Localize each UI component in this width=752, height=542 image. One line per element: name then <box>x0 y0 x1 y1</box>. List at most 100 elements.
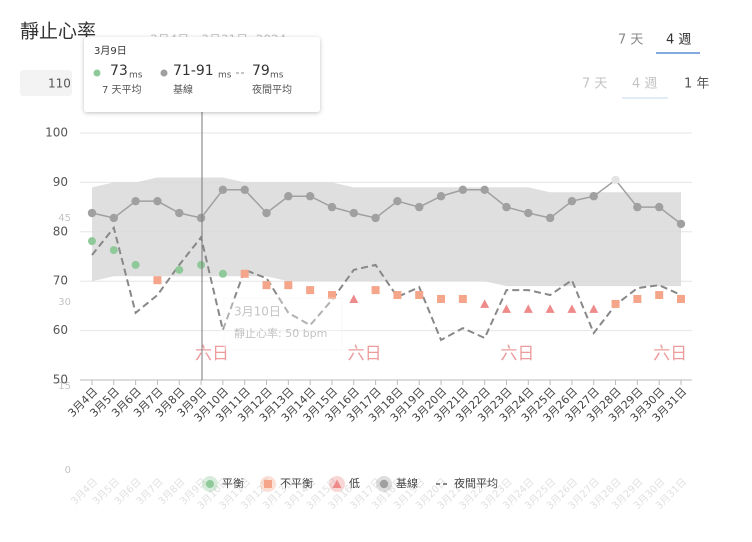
daily-point <box>677 294 685 303</box>
ghost-tooltip-date: 3月10日 <box>234 305 281 319</box>
tab-ghost[interactable]: 7 天 <box>582 77 607 92</box>
tooltip-label: 夜間平均 <box>252 83 292 96</box>
tooltip-unit: ms <box>129 71 143 81</box>
y-tick-label: 80 <box>53 224 68 238</box>
legend-item[interactable]: 平衡 <box>202 476 244 492</box>
daily-point <box>197 260 206 269</box>
y-tick-label: 60 <box>53 323 68 337</box>
baseline-point <box>284 192 293 201</box>
daily-point <box>523 304 533 313</box>
baseline-point <box>654 202 664 212</box>
ghost-tick-label: 30 <box>58 297 71 308</box>
daily-point <box>218 269 227 278</box>
tooltip-unit: ms <box>270 71 284 81</box>
baseline-point <box>393 196 402 206</box>
daily-point <box>284 281 293 290</box>
daily-point <box>589 304 599 313</box>
daily-point <box>567 304 577 313</box>
y-tick-label: 100 <box>45 126 68 140</box>
tab[interactable]: 7 天 <box>618 33 643 48</box>
baseline-point <box>262 208 271 218</box>
daily-point <box>415 291 424 300</box>
title: 靜止心率 <box>20 21 96 43</box>
daily-point <box>611 299 620 308</box>
daily-point <box>633 294 642 303</box>
baseline-point <box>305 192 315 201</box>
baseline-point <box>327 202 337 212</box>
night-average-line <box>91 225 682 342</box>
y-tick-label: 70 <box>53 274 68 288</box>
daily-point <box>240 269 249 278</box>
daily-point <box>371 286 380 295</box>
baseline-point <box>480 185 489 195</box>
tooltip-night: 79 <box>252 63 270 79</box>
baseline-point <box>611 175 620 185</box>
baseline-point <box>545 213 555 223</box>
legend-swatch <box>332 479 342 488</box>
legend-label: 夜間平均 <box>454 476 498 490</box>
weekend-label: 六日 <box>653 344 687 364</box>
daily-point <box>175 265 184 274</box>
ghost-tooltip <box>223 297 343 351</box>
tooltip-avg: 73 <box>110 63 128 79</box>
legend-label: 低 <box>349 477 360 490</box>
baseline-point <box>240 185 249 195</box>
legend-label: 基線 <box>396 476 418 490</box>
weekend-label: 六日 <box>195 344 229 364</box>
legend-swatch <box>264 480 272 488</box>
baseline-point <box>633 202 642 212</box>
daily-point <box>501 304 511 313</box>
legend-item[interactable]: 夜間平均 <box>436 476 498 490</box>
daily-point <box>153 276 162 285</box>
daily-point <box>109 246 118 255</box>
baseline-point <box>87 208 97 218</box>
legend-item[interactable]: 低 <box>329 476 360 492</box>
tooltip-icon <box>93 69 101 77</box>
baseline-point <box>436 192 446 201</box>
daily-point <box>349 294 359 303</box>
daily-point <box>306 286 315 295</box>
tooltip-baseline: 71-91 <box>173 63 214 79</box>
baseline-point <box>567 196 577 206</box>
baseline-point <box>502 202 511 212</box>
baseline-point <box>458 185 468 195</box>
baseline-point <box>524 208 533 218</box>
tab-ghost[interactable]: 1 年 <box>684 77 709 92</box>
tooltip-icon <box>160 69 168 77</box>
baseline-point <box>131 196 140 206</box>
daily-point <box>88 237 96 246</box>
baseline-point <box>676 219 686 229</box>
legend-item[interactable]: 不平衡 <box>260 476 313 492</box>
tab-ghost[interactable]: 4 週 <box>632 77 657 92</box>
baseline-point <box>196 213 206 223</box>
legend-label: 不平衡 <box>280 477 313 490</box>
daily-point <box>655 291 664 300</box>
baseline-point <box>175 208 184 218</box>
legend-label: 平衡 <box>222 477 244 490</box>
y-tick-label: 50 <box>53 373 68 387</box>
tab-active[interactable]: 4 週 <box>666 33 691 48</box>
daily-point <box>393 291 402 300</box>
baseline-point <box>153 196 162 206</box>
baseline-point <box>218 185 228 195</box>
daily-point <box>327 291 336 300</box>
weekend-label: 六日 <box>348 344 382 364</box>
ghost-tick-label: 45 <box>58 213 71 224</box>
daily-point <box>545 304 555 313</box>
daily-point <box>262 281 271 290</box>
baseline-line <box>91 178 682 225</box>
tooltip <box>84 37 320 112</box>
legend-swatch <box>379 479 389 489</box>
legend-item[interactable]: 基線 <box>376 476 418 492</box>
baseline-point <box>349 208 358 218</box>
baseline-point <box>415 202 424 212</box>
daily-point <box>437 294 446 303</box>
tooltip-unit: ms <box>218 71 232 81</box>
ghost-button <box>20 70 72 96</box>
ghost-tooltip-text: 靜止心率: 50 bpm <box>234 326 327 340</box>
daily-point <box>480 299 490 308</box>
ghost-tick-label: 15 <box>58 381 71 392</box>
ghost-value: 110 <box>48 77 71 91</box>
baseline-point <box>371 213 380 223</box>
